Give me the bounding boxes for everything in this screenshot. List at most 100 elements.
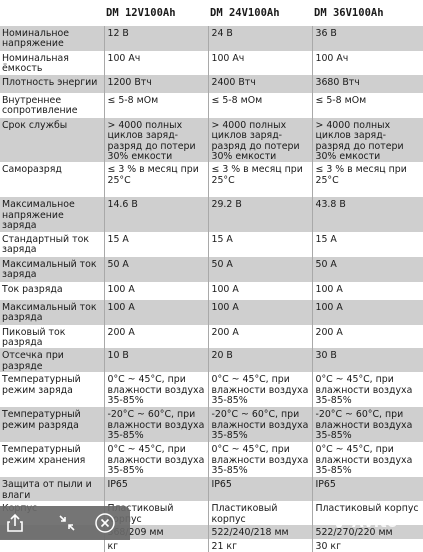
cell-36v: 100 Ач — [311, 51, 423, 75]
cell-24v: 0°C ~ 45°C, при влажности воздуха 35-85% — [207, 372, 312, 408]
table-row: кг 21 кг 30 кг — [0, 538, 423, 552]
cell-36v: 43.8 В — [311, 197, 423, 232]
table-row: Ток разряда 100 А 100 А 100 А — [0, 281, 423, 300]
cell-24v: 15 А — [207, 231, 312, 257]
row-label: Плотность энергии — [0, 74, 104, 93]
avito-watermark-logo: Avito — [335, 512, 413, 531]
row-label: Отсечка при разряде — [0, 348, 104, 373]
cell-12v: 12 В — [103, 26, 208, 51]
cell-36v: 30 кг — [311, 538, 423, 552]
table-row: Отсечка при разряде 10 В 20 В 30 В — [0, 348, 423, 373]
cell-24v: 50 А — [207, 256, 312, 282]
table-row: Срок службы > 4000 полных циклов заряд-ра… — [0, 117, 423, 163]
cell-24v: > 4000 полных циклов заряд-разряд до пот… — [207, 117, 312, 163]
cell-12v: 15 А — [103, 231, 208, 257]
cell-24v: 200 А — [207, 324, 312, 349]
row-label: Пиковый ток разряда — [0, 324, 104, 349]
cell-12v: кг — [103, 538, 208, 552]
row-label: Номинальная ёмкость — [0, 51, 104, 75]
cell-24v: ≤ 5-8 мОм — [207, 92, 312, 118]
cell-36v: Пластиковый корпус — [311, 501, 423, 525]
cell-12v: 14.6 В — [103, 197, 208, 232]
cell-12v: 1200 Втч — [103, 74, 208, 93]
cell-12v: 50 А — [103, 256, 208, 282]
row-label: Ток разряда — [0, 281, 104, 300]
svg-text:Avito: Avito — [352, 513, 398, 530]
row-label: Температурный режим хранения — [0, 442, 104, 478]
viewer-toolbar — [0, 506, 130, 540]
cell-12v: 10 В — [103, 348, 208, 373]
row-label: Максимальный ток заряда — [0, 256, 104, 282]
cell-12v: ≤ 5-8 мОм — [103, 92, 208, 118]
share-icon[interactable] — [4, 512, 26, 534]
row-label: Максимальный ток разряда — [0, 299, 104, 325]
cell-12v: > 4000 полных циклов заряд-разряд до пот… — [103, 117, 208, 163]
table-row: Внутреннее сопротивление ≤ 5-8 мОм ≤ 5-8 м… — [0, 92, 423, 118]
cell-36v: 15 А — [311, 231, 423, 257]
cell-36v: 50 А — [311, 256, 423, 282]
cell-36v: -20°C ~ 60°C, при влажности воздуха 35-8… — [311, 407, 423, 443]
cell-24v: -20°C ~ 60°C, при влажности воздуха 35-8… — [207, 407, 312, 443]
header-col-36v: DM 36V100Ah — [314, 7, 384, 19]
cell-12v: ≤ 3 % в месяц при 25°С — [103, 162, 208, 198]
row-label: Внутреннее сопротивление — [0, 92, 104, 118]
cell-24v: 0°C ~ 45°C, при влажности воздуха 35-85% — [207, 442, 312, 478]
close-icon[interactable] — [94, 512, 116, 534]
cell-24v: 522/240/218 мм — [207, 524, 312, 539]
cell-12v: -20°C ~ 60°C, при влажности воздуха 35-8… — [103, 407, 208, 443]
cell-36v: 200 А — [311, 324, 423, 349]
cell-12v: 0°C ~ 45°C, при влажности воздуха 35-85% — [103, 372, 208, 408]
cell-36v: 0°C ~ 45°C, при влажности воздуха 35-85% — [311, 442, 423, 478]
row-label: Максимальное напряжение заряда — [0, 197, 104, 232]
cell-36v: 522/270/220 мм — [311, 524, 423, 539]
row-label — [0, 538, 104, 552]
table-row: Защита от пыли и влаги IP65 IP65 IP65 — [0, 477, 423, 502]
cell-24v: Пластиковый корпус — [207, 501, 312, 525]
table-row: Максимальный ток заряда 50 А 50 А 50 А — [0, 256, 423, 282]
table-row: Саморазряд ≤ 3 % в месяц при 25°С ≤ 3 % в … — [0, 162, 423, 198]
spec-table: Номинальное напряжение 12 В 24 В 36 В Номина… — [0, 26, 423, 552]
table-row: Плотность энергии 1200 Втч 2400 Втч 3680 Вт… — [0, 74, 423, 93]
table-row: Температурный режим заряда 0°C ~ 45°C, пр… — [0, 372, 423, 408]
cell-36v: 3680 Втч — [311, 74, 423, 93]
table-row: Температурный режим хранения 0°C ~ 45°C, … — [0, 442, 423, 478]
cell-24v: 21 кг — [207, 538, 312, 552]
cell-36v: 100 А — [311, 299, 423, 325]
cell-36v: 30 В — [311, 348, 423, 373]
cell-24v: 100 А — [207, 299, 312, 325]
collapse-arrows-icon[interactable] — [56, 512, 78, 534]
cell-12v: 100 А — [103, 299, 208, 325]
table-row: Максимальный ток разряда 100 А 100 А 100 А — [0, 299, 423, 325]
row-label: Срок службы — [0, 117, 104, 163]
table-row: Стандартный ток заряда 15 А 15 А 15 А — [0, 231, 423, 257]
cell-24v: 100 А — [207, 281, 312, 300]
cell-36v: > 4000 полных циклов заряд-разряд до пот… — [311, 117, 423, 163]
cell-12v: 0°C ~ 45°C, при влажности воздуха 35-85% — [103, 442, 208, 478]
cell-36v: 0°C ~ 45°C, при влажности воздуха 35-85% — [311, 372, 423, 408]
row-label: Стандартный ток заряда — [0, 231, 104, 257]
cell-24v: 29.2 В — [207, 197, 312, 232]
cell-24v: 20 В — [207, 348, 312, 373]
row-label: Номинальное напряжение — [0, 26, 104, 51]
table-header: DM 12V100Ah DM 24V100Ah DM 36V100Ah — [0, 0, 423, 26]
cell-36v: IP65 — [311, 477, 423, 502]
cell-12v: IP65 — [103, 477, 208, 502]
cell-36v: 100 А — [311, 281, 423, 300]
cell-24v: IP65 — [207, 477, 312, 502]
cell-24v: ≤ 3 % в месяц при 25°С — [207, 162, 312, 198]
cell-24v: 24 В — [207, 26, 312, 51]
cell-12v: 100 Ач — [103, 51, 208, 75]
table-row: Температурный режим разряда -20°C ~ 60°C,… — [0, 407, 423, 443]
header-col-12v: DM 12V100Ah — [106, 7, 176, 19]
cell-36v: ≤ 3 % в месяц при 25°С — [311, 162, 423, 198]
row-label: Температурный режим разряда — [0, 407, 104, 443]
table-row: Номинальное напряжение 12 В 24 В 36 В — [0, 26, 423, 51]
cell-12v: 200 А — [103, 324, 208, 349]
cell-12v: 100 А — [103, 281, 208, 300]
table-row: Номинальная ёмкость 100 Ач 100 Ач 100 Ач — [0, 51, 423, 75]
cell-24v: 100 Ач — [207, 51, 312, 75]
row-label: Защита от пыли и влаги — [0, 477, 104, 502]
row-label: Саморазряд — [0, 162, 104, 198]
table-row: Пиковый ток разряда 200 А 200 А 200 А — [0, 324, 423, 349]
